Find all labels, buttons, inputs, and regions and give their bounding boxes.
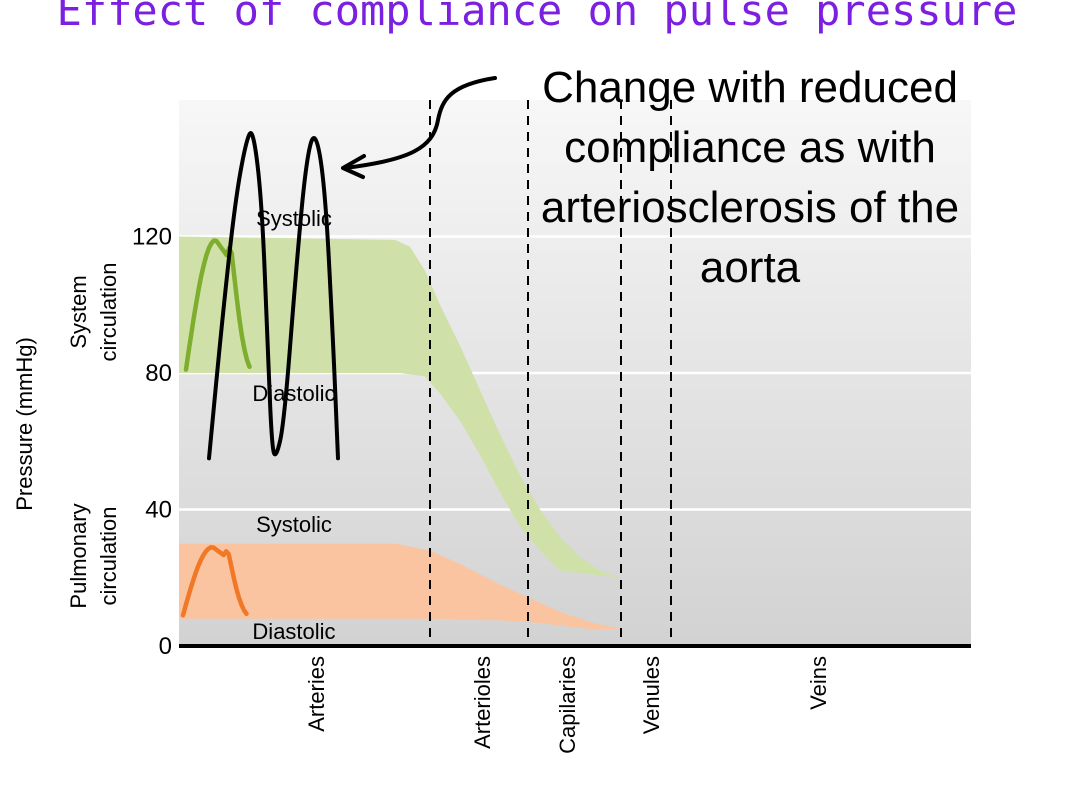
chart-title: Effect of compliance on pulse pressure xyxy=(56,0,1018,35)
y-axis-label: Pressure (mmHg) xyxy=(12,337,37,511)
annotation-text: Change with reduced compliance as with a… xyxy=(540,63,960,292)
segment-dividers xyxy=(429,100,672,646)
system-band-label-line1: System xyxy=(66,275,91,348)
y-tick-label: 40 xyxy=(145,497,172,524)
annotation-arrow xyxy=(343,76,497,170)
y-tick-label: 120 xyxy=(132,224,172,251)
segment-label: Venules xyxy=(639,656,664,734)
systemic-pressure-band xyxy=(179,236,621,578)
segment-label: Veins xyxy=(806,656,831,710)
pulmonary-diastolic-label: Diastolic xyxy=(252,619,335,644)
y-tick-label: 80 xyxy=(145,360,172,387)
segment-labels: Arteries Arterioles Capilaries Venules Veins xyxy=(304,656,831,754)
pulmonary-pressure-band xyxy=(179,543,621,629)
systemic-systolic-label: Systolic xyxy=(256,206,332,231)
arrowhead-icon xyxy=(341,154,366,179)
reduced-compliance-waveform xyxy=(207,131,340,461)
segment-label: Arterioles xyxy=(470,656,495,749)
y-tick-labels: 0 40 80 120 xyxy=(132,224,172,661)
segment-label: Arteries xyxy=(304,656,329,732)
systemic-pressure-waveform xyxy=(183,238,252,372)
y-tick-label: 0 xyxy=(159,633,172,660)
pulmonary-systolic-label: Systolic xyxy=(256,512,332,537)
system-band-label-line2: circulation xyxy=(96,262,121,361)
pulmonary-pressure-waveform xyxy=(180,545,249,618)
systemic-diastolic-label: Diastolic xyxy=(252,381,335,406)
segment-label: Capilaries xyxy=(555,656,580,754)
pulmonary-band-label-line2: circulation xyxy=(96,506,121,605)
pulmonary-band-label-line1: Pulmonary xyxy=(66,503,91,608)
